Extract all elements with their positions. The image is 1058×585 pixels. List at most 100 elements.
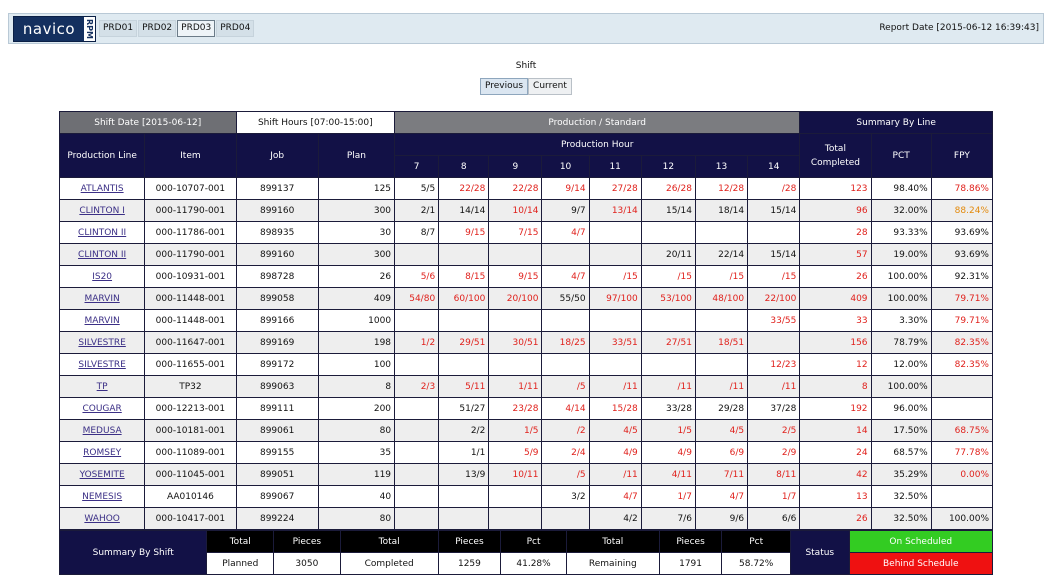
hour-cell-9: 9/15 [488, 265, 543, 288]
hour-cell-13: 18/51 [694, 331, 749, 354]
production-line-link[interactable]: YOSEMITE [79, 469, 125, 480]
total-completed-cell: 12 [799, 353, 872, 376]
production-line-cell: CLINTON II [58, 221, 146, 244]
hour-cell-9 [488, 485, 543, 508]
col-production-hour: Production Hour [394, 133, 801, 156]
previous-shift-button[interactable]: Previous [480, 78, 529, 95]
hour-cell-9: 1/5 [488, 419, 543, 442]
hour-cell-7 [394, 441, 440, 464]
hour-cell-10: 4/14 [541, 397, 590, 420]
hour-cell-14: /28 [747, 177, 801, 200]
plan-cell: 198 [317, 331, 396, 354]
logo-wordmark: navico [14, 17, 84, 41]
production-line-link[interactable]: TP [96, 381, 108, 392]
plan-cell: 26 [317, 265, 396, 288]
item-cell: 000-10417-001 [144, 507, 237, 530]
hour-cell-9 [488, 507, 543, 530]
production-line-link[interactable]: CLINTON I [79, 205, 125, 216]
hour-cell-7: 5/6 [394, 265, 440, 288]
hour-header-11: 11 [588, 155, 642, 178]
hour-cell-12: 27/51 [640, 331, 696, 354]
hour-cell-11: 27/28 [588, 177, 642, 200]
production-line-link[interactable]: MARVIN [84, 315, 120, 326]
production-line-link[interactable]: SILVESTRE [78, 337, 126, 348]
hour-cell-7: 54/80 [394, 287, 440, 310]
hour-header-8: 8 [438, 155, 490, 178]
production-line-link[interactable]: COUGAR [82, 403, 122, 414]
completed-pct: 41.28% [500, 552, 567, 575]
remaining-total-label: Total [565, 530, 660, 553]
pct-cell: 3.30% [870, 309, 932, 332]
table-row: IS20 000-10931-001 898728 26 5/6 8/15 9/15 4/7/… [58, 265, 994, 288]
pct-cell: 32.50% [870, 507, 932, 530]
total-completed-cell: 96 [799, 199, 872, 222]
hour-cell-10: 2/4 [541, 441, 590, 464]
hour-cell-10 [541, 309, 590, 332]
hour-cell-12 [640, 353, 696, 376]
hour-cell-8: 8/15 [438, 265, 490, 288]
job-cell: 899160 [235, 243, 319, 266]
plant-tab-prd03[interactable]: PRD03 [177, 20, 216, 37]
production-line-link[interactable]: CLINTON II [78, 227, 127, 238]
table-row: WAHOO 000-10417-001 899224 80 4/2 7/6 9/6 6/6 26… [58, 507, 994, 530]
remaining-pct: 58.72% [721, 552, 791, 575]
plant-tab-prd04[interactable]: PRD04 [216, 20, 255, 37]
plan-cell: 30 [317, 221, 396, 244]
production-line-link[interactable]: MARVIN [84, 293, 120, 304]
plant-tab-prd01[interactable]: PRD01 [99, 20, 138, 37]
table-row: CLINTON II 000-11790-001 899160 300 20/11 22/… [58, 243, 994, 266]
item-cell: 000-10707-001 [144, 177, 237, 200]
item-cell: 000-11790-001 [144, 243, 237, 266]
planned-pieces-label: Pieces [273, 530, 341, 553]
navico-logo[interactable]: navico RPM [13, 16, 96, 42]
completed-pieces-label: Pieces [437, 530, 502, 553]
production-line-link[interactable]: IS20 [92, 271, 113, 282]
hour-cell-11: 15/28 [588, 397, 642, 420]
behind-schedule-badge: Behind Schedule [848, 552, 994, 575]
hour-cell-7 [394, 397, 440, 420]
production-line-link[interactable]: WAHOO [84, 513, 120, 524]
plan-cell: 119 [317, 463, 396, 486]
hour-cell-7: 1/2 [394, 331, 440, 354]
pct-cell: 100.00% [870, 265, 932, 288]
table-row: CLINTON I 000-11790-001 899160 300 2/1 14/14 1… [58, 199, 994, 222]
hour-cell-11: 4/9 [588, 441, 642, 464]
hour-cell-13: 4/5 [694, 419, 749, 442]
hour-cell-12: 53/100 [640, 287, 696, 310]
hour-cell-10 [541, 507, 590, 530]
hour-cell-13 [694, 309, 749, 332]
production-line-link[interactable]: SILVESTRE [78, 359, 126, 370]
job-cell: 899166 [235, 309, 319, 332]
hour-cell-10: 9/14 [541, 177, 590, 200]
production-line-link[interactable]: ATLANTIS [80, 183, 124, 194]
total-completed-cell: 8 [799, 375, 872, 398]
hour-cell-7 [394, 309, 440, 332]
hour-header-10: 10 [541, 155, 590, 178]
total-completed-cell: 24 [799, 441, 872, 464]
production-line-link[interactable]: CLINTON II [78, 249, 127, 260]
item-cell: 000-11089-001 [144, 441, 237, 464]
total-completed-cell: 123 [799, 177, 872, 200]
job-cell: 899160 [235, 199, 319, 222]
production-line-cell: CLINTON II [58, 243, 146, 266]
hour-cell-12: 4/11 [640, 463, 696, 486]
table-row: SILVESTRE 000-11647-001 899169 198 1/2 29/51 3… [58, 331, 994, 354]
summary-by-shift-title: Summary By Shift [58, 530, 208, 575]
hour-cell-10: 18/25 [541, 331, 590, 354]
hour-cell-9 [488, 353, 543, 376]
production-line-link[interactable]: ROMSEY [83, 447, 122, 458]
hour-cell-9: 1/11 [488, 375, 543, 398]
production-line-link[interactable]: NEMESIS [82, 491, 123, 502]
production-line-cell: ATLANTIS [58, 177, 146, 200]
hour-cell-11 [588, 353, 642, 376]
current-shift-button[interactable]: Current [528, 78, 572, 95]
total-completed-cell: 26 [799, 507, 872, 530]
hour-cell-12: /11 [640, 375, 696, 398]
hour-cell-12: 1/7 [640, 485, 696, 508]
hour-cell-8 [438, 485, 490, 508]
summary-by-line-header: Summary By Line [799, 111, 993, 134]
plant-tab-prd02[interactable]: PRD02 [138, 20, 177, 37]
production-line-link[interactable]: MEDUSA [82, 425, 122, 436]
pct-cell: 19.00% [870, 243, 932, 266]
pct-cell: 98.40% [870, 177, 932, 200]
